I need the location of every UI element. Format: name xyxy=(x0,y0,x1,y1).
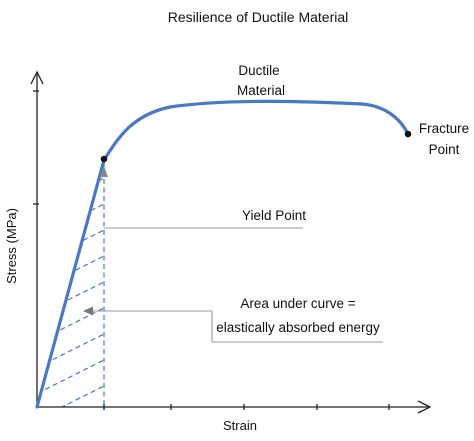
yield-up-arrow xyxy=(100,166,108,177)
ductile-label-line1: Ductile xyxy=(238,63,279,78)
fracture-label-line2: Point xyxy=(429,142,460,157)
y-axis-label: Stress (MPa) xyxy=(4,208,19,284)
fracture-label-line1: Fracture xyxy=(419,121,469,136)
yield-point-marker xyxy=(100,155,108,163)
area-label-line1: Area under curve = xyxy=(240,296,355,311)
axes xyxy=(30,70,432,414)
leader-lines xyxy=(90,227,383,343)
area-pointer-arrow xyxy=(83,306,93,316)
ductile-label-line2: Material xyxy=(237,83,285,98)
yield-point-label: Yield Point xyxy=(242,208,306,223)
fracture-point-marker xyxy=(404,130,412,138)
area-label-line2: elastically absorbed energy xyxy=(216,320,380,335)
stress-strain-curve xyxy=(35,99,410,409)
x-axis-label: Strain xyxy=(223,418,257,433)
elastic-area-hatch xyxy=(37,164,104,407)
diagram-title: Resilience of Ductile Material xyxy=(168,9,349,25)
